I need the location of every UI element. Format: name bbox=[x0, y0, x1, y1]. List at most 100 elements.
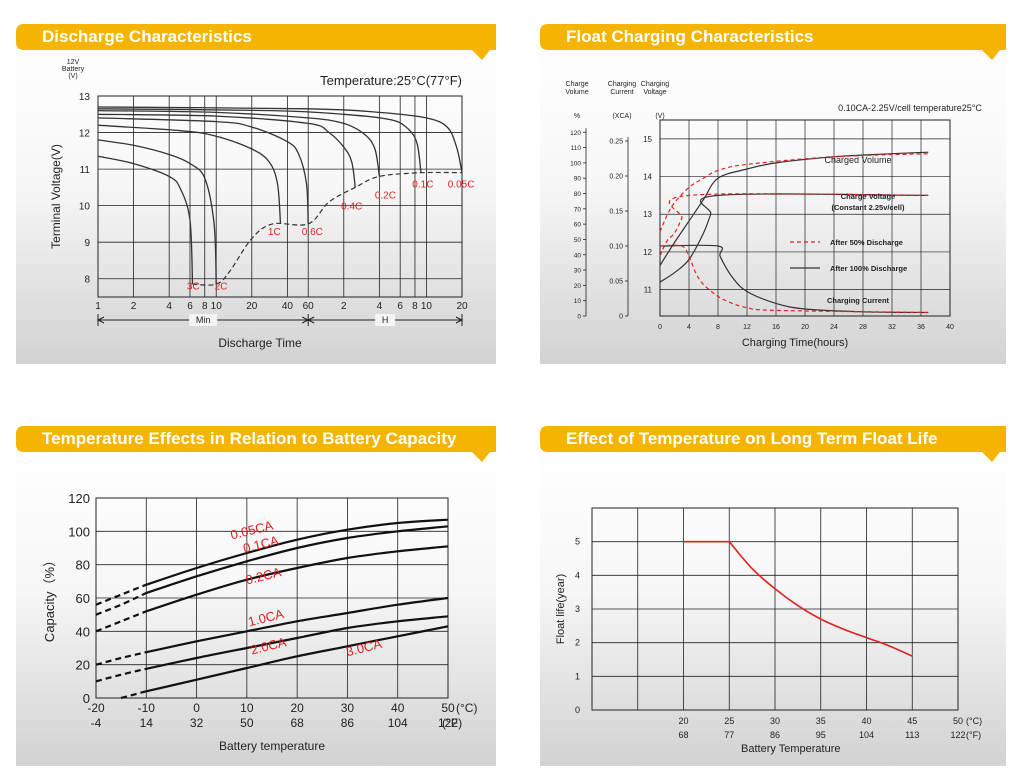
y-tick-label: 9 bbox=[84, 238, 90, 249]
legend-label: After 100% Discharge bbox=[830, 264, 907, 273]
current-tick-label: 0.05 bbox=[609, 279, 623, 286]
banner-shape bbox=[16, 24, 496, 60]
charging-current-100-line bbox=[659, 244, 929, 314]
x-tick-label-f: 104 bbox=[859, 730, 874, 740]
discharge-banner-title: Discharge Characteristics bbox=[42, 27, 252, 46]
charge-voltage-100-line bbox=[659, 193, 929, 283]
current-tick-label: 0 bbox=[619, 314, 623, 321]
axis-unit-volume: % bbox=[574, 113, 580, 120]
axis-header-volume: Volume bbox=[565, 89, 588, 96]
y-tick-label: 11 bbox=[80, 165, 91, 176]
legend-label: After 50% Discharge bbox=[830, 238, 903, 247]
rate-label: 0.4C bbox=[341, 201, 362, 212]
volume-tick-label: 30 bbox=[574, 268, 582, 275]
y-tick-label: 0 bbox=[575, 705, 580, 715]
temperature-chart: 020406080100120-20-4-1014032105020683086… bbox=[42, 491, 477, 753]
x-tick-label: 6 bbox=[187, 301, 193, 312]
charge-voltage-sublabel: (Constant 2.25v/cell) bbox=[832, 203, 905, 212]
x-tick-label: 10 bbox=[211, 301, 223, 312]
capacity-curve-0.05CA bbox=[145, 518, 449, 586]
x-tick-label-f: 122 bbox=[438, 716, 458, 730]
x-tick-label: 4 bbox=[687, 324, 691, 331]
current-tick-label: 0.10 bbox=[609, 244, 623, 251]
arrow-left bbox=[307, 316, 315, 324]
capacity-curve-extrapolated-0.1CA bbox=[95, 591, 147, 616]
capacity-curve-extrapolated-3.0CA bbox=[120, 690, 147, 700]
x-tick-label: 20 bbox=[801, 324, 809, 331]
y-axis-label: Capacity（%） bbox=[42, 554, 57, 642]
x-tick-label-c: 10 bbox=[240, 701, 254, 715]
arrow-right bbox=[455, 316, 464, 324]
y-unit-label: (V) bbox=[68, 73, 77, 80]
x-tick-label-f: 68 bbox=[290, 716, 304, 730]
rate-label: 2C bbox=[215, 282, 228, 293]
x-tick-label: 8 bbox=[716, 324, 720, 331]
x-tick-label-f: 86 bbox=[770, 730, 780, 740]
y-tick-label: 2 bbox=[575, 638, 580, 648]
x-tick-label-f: 113 bbox=[905, 730, 919, 740]
volume-tick-label: 50 bbox=[574, 237, 582, 244]
x-tick-label-c: 50 bbox=[441, 701, 455, 715]
charged-volume-50-line bbox=[659, 153, 929, 233]
voltage-tick-label: 12 bbox=[643, 248, 652, 257]
capacity-curve-0.1CA bbox=[145, 525, 449, 595]
y-tick-label: 13 bbox=[79, 92, 91, 103]
capacity-curve-extrapolated-0.2CA bbox=[95, 610, 147, 633]
x-axis-label: Discharge Time bbox=[218, 336, 302, 350]
y-tick-label: 4 bbox=[575, 570, 580, 580]
x-tick-label: 8 bbox=[412, 301, 418, 312]
axis-header-voltage: Charging bbox=[641, 81, 670, 88]
range-label-min: Min bbox=[196, 315, 211, 325]
x-unit-f: (°F) bbox=[442, 716, 462, 730]
cutoff-voltage-line bbox=[192, 171, 463, 286]
charging-current-label: Charging Current bbox=[827, 296, 890, 305]
rate-label: 0.2CA bbox=[244, 564, 283, 587]
x-tick-label: 12 bbox=[743, 324, 751, 331]
x-axis-label: Battery temperature bbox=[219, 739, 325, 753]
life-banner: Effect of Temperature on Long Term Float… bbox=[540, 426, 1006, 462]
x-tick-label-c: 30 bbox=[341, 701, 355, 715]
axis-unit-current: (XCA) bbox=[612, 113, 631, 120]
float-banner: Float Charging Characteristics bbox=[540, 24, 1006, 60]
x-tick-label-c: 0 bbox=[193, 701, 200, 715]
capacity-curve-0.2CA bbox=[145, 545, 449, 613]
voltage-tick-label: 15 bbox=[643, 135, 652, 144]
volume-tick-label: 120 bbox=[570, 130, 581, 137]
charge-voltage-50-line bbox=[659, 193, 929, 256]
volume-tick-label: 110 bbox=[571, 145, 582, 152]
temperature-banner: Temperature Effects in Relation to Batte… bbox=[16, 426, 496, 462]
y-tick-label: 60 bbox=[76, 591, 90, 606]
discharge-curve-0.05C bbox=[97, 106, 463, 173]
x-tick-label-f: 50 bbox=[240, 716, 254, 730]
volume-tick-label: 40 bbox=[574, 252, 582, 259]
axis-header-voltage: Voltage bbox=[643, 89, 666, 96]
float-chart: ChargeVolumeChargingCurrentChargingVolta… bbox=[565, 81, 982, 349]
x-tick-label-c: -20 bbox=[87, 701, 105, 715]
x-tick-label: 20 bbox=[246, 301, 258, 312]
rate-label: 0.6C bbox=[302, 227, 323, 238]
x-tick-label: 28 bbox=[859, 324, 867, 331]
x-tick-label: 2 bbox=[341, 301, 347, 312]
charge-voltage-label: Charge Voltage bbox=[841, 192, 895, 201]
discharge-curve-0.4C bbox=[97, 113, 356, 188]
axis-header-current: Current bbox=[610, 89, 633, 96]
discharge-curve-3C bbox=[97, 155, 194, 285]
rate-label: 3.0CA bbox=[345, 636, 384, 659]
discharge-curve-2C bbox=[97, 139, 217, 285]
life-chart: 0123452068257730863595401044511350122(°C… bbox=[555, 507, 982, 755]
discharge-curve-1C bbox=[97, 124, 282, 224]
volume-tick-label: 90 bbox=[574, 176, 582, 183]
x-tick-label-f: 77 bbox=[724, 730, 734, 740]
charging-current-50-line bbox=[659, 244, 929, 314]
x-tick-label: 4 bbox=[166, 301, 172, 312]
y-tick-label: 10 bbox=[79, 202, 91, 213]
y-tick-label: 0 bbox=[83, 691, 90, 706]
temperature-banner-title: Temperature Effects in Relation to Batte… bbox=[42, 429, 457, 448]
axis-header-current: Charging bbox=[608, 81, 637, 88]
x-tick-label-f: -4 bbox=[91, 716, 102, 730]
x-tick-label-f: 104 bbox=[388, 716, 408, 730]
x-tick-label-f: 122 bbox=[950, 730, 965, 740]
x-tick-label: 2 bbox=[131, 301, 137, 312]
axis-header-volume: Charge bbox=[566, 81, 589, 88]
float-annotation: 0.10CA-2.25V/cell temperature25°C bbox=[838, 103, 982, 113]
